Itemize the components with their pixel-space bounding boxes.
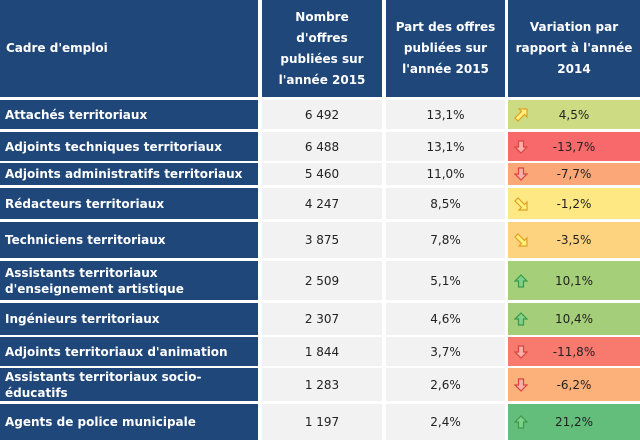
- arrow-up-icon: [513, 415, 529, 429]
- row-count: 5 460: [262, 163, 382, 185]
- header-variation: Variation par rapport à l'année 2014: [508, 0, 640, 97]
- row-share: 13,1%: [386, 100, 505, 129]
- row-variation: 4,5%: [508, 100, 640, 129]
- row-share-text: 11,0%: [426, 167, 465, 181]
- row-variation-text: -3,5%: [556, 233, 592, 247]
- row-count-text: 6 488: [304, 139, 340, 154]
- row-count-text: 1 197: [304, 415, 340, 429]
- row-name: Rédacteurs territoriaux: [0, 188, 258, 219]
- row-variation-text: -13,7%: [552, 139, 596, 154]
- arrow-down-icon: [513, 139, 529, 154]
- header-cadre: Cadre d'emploi: [0, 0, 258, 97]
- row-count: 2 307: [262, 303, 382, 335]
- row-count-text: 4 247: [304, 196, 340, 211]
- row-name: Adjoints techniques territoriaux: [0, 132, 258, 161]
- row-share-text: 7,8%: [430, 233, 461, 247]
- row-variation: 10,4%: [508, 303, 640, 335]
- row-share: 4,6%: [386, 303, 505, 335]
- row-variation-text: -6,2%: [556, 377, 592, 392]
- row-variation: -11,8%: [508, 337, 640, 366]
- row-share-text: 8,5%: [430, 196, 461, 211]
- row-share: 5,1%: [386, 261, 505, 300]
- row-name: Agents de police municipale: [0, 404, 258, 440]
- row-share-text: 13,1%: [426, 139, 465, 154]
- row-count: 6 492: [262, 100, 382, 129]
- row-name-text: Assistants territoriaux d'enseignement a…: [5, 265, 184, 296]
- row-variation-text: -11,8%: [552, 344, 596, 359]
- row-count-text: 6 492: [304, 107, 340, 122]
- row-variation-text: 21,2%: [554, 415, 594, 429]
- row-share: 13,1%: [386, 132, 505, 161]
- header-count-text: Nombre d'offres publiées sur l'année 201…: [278, 9, 366, 87]
- row-variation-text: 10,4%: [554, 312, 594, 326]
- row-count: 2 509: [262, 261, 382, 300]
- row-share: 2,4%: [386, 404, 505, 440]
- row-count-text: 1 844: [304, 344, 340, 359]
- row-variation-text: -7,7%: [556, 167, 592, 181]
- row-variation: -13,7%: [508, 132, 640, 161]
- row-name-text: Agents de police municipale: [5, 415, 196, 429]
- arrow-down-icon: [513, 377, 529, 392]
- row-variation-text: 4,5%: [558, 107, 590, 122]
- arrow-down-right-icon: [514, 196, 528, 211]
- header-share: Part des offres publiées sur l'année 201…: [386, 0, 505, 97]
- row-count: 3 875: [262, 222, 382, 258]
- row-name-text: Ingénieurs territoriaux: [5, 312, 160, 326]
- row-name-text: Adjoints techniques territoriaux: [5, 139, 222, 154]
- row-name-text: Attachés territoriaux: [5, 107, 148, 122]
- arrow-up-icon: [513, 273, 529, 288]
- row-share-text: 2,6%: [430, 377, 461, 392]
- row-count-text: 5 460: [304, 167, 340, 181]
- row-variation: -7,7%: [508, 163, 640, 185]
- row-variation: 10,1%: [508, 261, 640, 300]
- row-variation: -6,2%: [508, 368, 640, 401]
- row-count-text: 3 875: [304, 233, 340, 247]
- row-variation: 21,2%: [508, 404, 640, 440]
- arrow-down-right-icon: [514, 233, 528, 247]
- row-variation-text: 10,1%: [554, 273, 594, 288]
- row-name: Assistants territoriaux socio-éducatifs: [0, 368, 258, 401]
- arrow-down-icon: [513, 344, 529, 359]
- row-count: 6 488: [262, 132, 382, 161]
- row-name: Assistants territoriaux d'enseignement a…: [0, 261, 258, 300]
- arrow-down-icon: [513, 167, 529, 181]
- row-variation: -1,2%: [508, 188, 640, 219]
- row-share-text: 13,1%: [426, 107, 465, 122]
- row-share: 11,0%: [386, 163, 505, 185]
- row-variation-text: -1,2%: [556, 196, 592, 211]
- row-share-text: 2,4%: [430, 415, 461, 429]
- row-share: 3,7%: [386, 337, 505, 366]
- row-share-text: 3,7%: [430, 344, 461, 359]
- header-count: Nombre d'offres publiées sur l'année 201…: [262, 0, 382, 97]
- row-count: 1 844: [262, 337, 382, 366]
- row-count-text: 2 509: [304, 273, 340, 288]
- header-cadre-text: Cadre d'emploi: [6, 41, 108, 55]
- row-name-text: Assistants territoriaux socio-éducatifs: [5, 369, 202, 400]
- row-share: 7,8%: [386, 222, 505, 258]
- row-share-text: 5,1%: [430, 273, 461, 288]
- row-share: 2,6%: [386, 368, 505, 401]
- row-name-text: Rédacteurs territoriaux: [5, 196, 165, 211]
- row-share: 8,5%: [386, 188, 505, 219]
- row-share-text: 4,6%: [430, 312, 461, 326]
- row-name-text: Adjoints territoriaux d'animation: [5, 344, 228, 359]
- arrow-up-right-icon: [514, 107, 528, 122]
- row-name-text: Techniciens territoriaux: [5, 233, 166, 247]
- header-share-text: Part des offres publiées sur l'année 201…: [395, 20, 496, 76]
- row-count: 1 197: [262, 404, 382, 440]
- header-variation-text: Variation par rapport à l'année 2014: [515, 20, 633, 76]
- row-count-text: 2 307: [304, 312, 340, 326]
- row-name: Adjoints territoriaux d'animation: [0, 337, 258, 366]
- row-name: Techniciens territoriaux: [0, 222, 258, 258]
- arrow-up-icon: [513, 312, 529, 326]
- row-count: 1 283: [262, 368, 382, 401]
- row-count-text: 1 283: [304, 377, 340, 392]
- row-name-text: Adjoints administratifs territoriaux: [5, 167, 243, 181]
- row-variation: -3,5%: [508, 222, 640, 258]
- row-name: Ingénieurs territoriaux: [0, 303, 258, 335]
- row-name: Attachés territoriaux: [0, 100, 258, 129]
- row-name: Adjoints administratifs territoriaux: [0, 163, 258, 185]
- row-count: 4 247: [262, 188, 382, 219]
